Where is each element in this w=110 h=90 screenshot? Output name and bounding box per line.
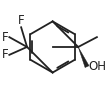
Polygon shape xyxy=(78,47,89,68)
Text: F: F xyxy=(2,31,8,44)
Text: F: F xyxy=(2,48,8,61)
Text: F: F xyxy=(18,14,25,27)
Text: OH: OH xyxy=(88,60,106,73)
